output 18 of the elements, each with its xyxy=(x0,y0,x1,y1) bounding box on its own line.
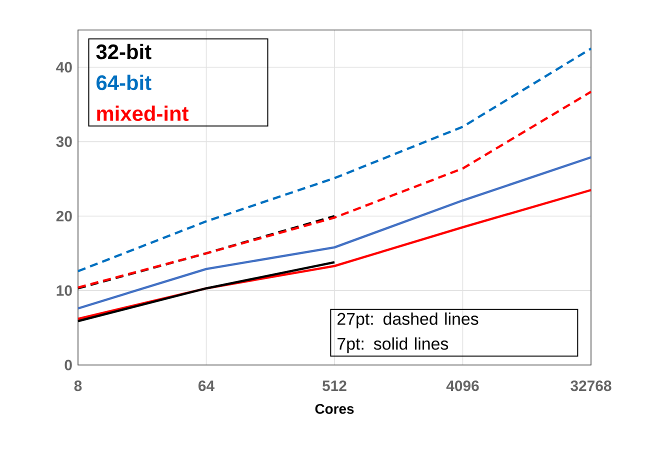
y-tick-label: 10 xyxy=(56,285,72,296)
text: 64-bit xyxy=(96,74,152,90)
annotation: 7pt: solid lines xyxy=(338,337,448,354)
x-tick-label: 64 xyxy=(198,380,214,392)
text: mixed-int xyxy=(97,106,189,122)
x-axis-title: Cores xyxy=(315,404,354,414)
y-tick-label: 40 xyxy=(56,62,72,73)
line-series xyxy=(76,156,592,310)
x-tick-label: 512 xyxy=(322,380,346,392)
x-tick-label: 32768 xyxy=(570,380,612,392)
line-series xyxy=(76,90,592,289)
x-tick-label: 4096 xyxy=(446,380,479,392)
x-tick-label: 8 xyxy=(74,380,82,392)
y-tick-label: 0 xyxy=(64,360,72,370)
text: 32-bit xyxy=(96,44,152,60)
y-tick-label: 20 xyxy=(56,210,72,222)
annotation: 27pt: dashed lines xyxy=(338,312,478,328)
y-tick-label: 30 xyxy=(56,136,72,147)
